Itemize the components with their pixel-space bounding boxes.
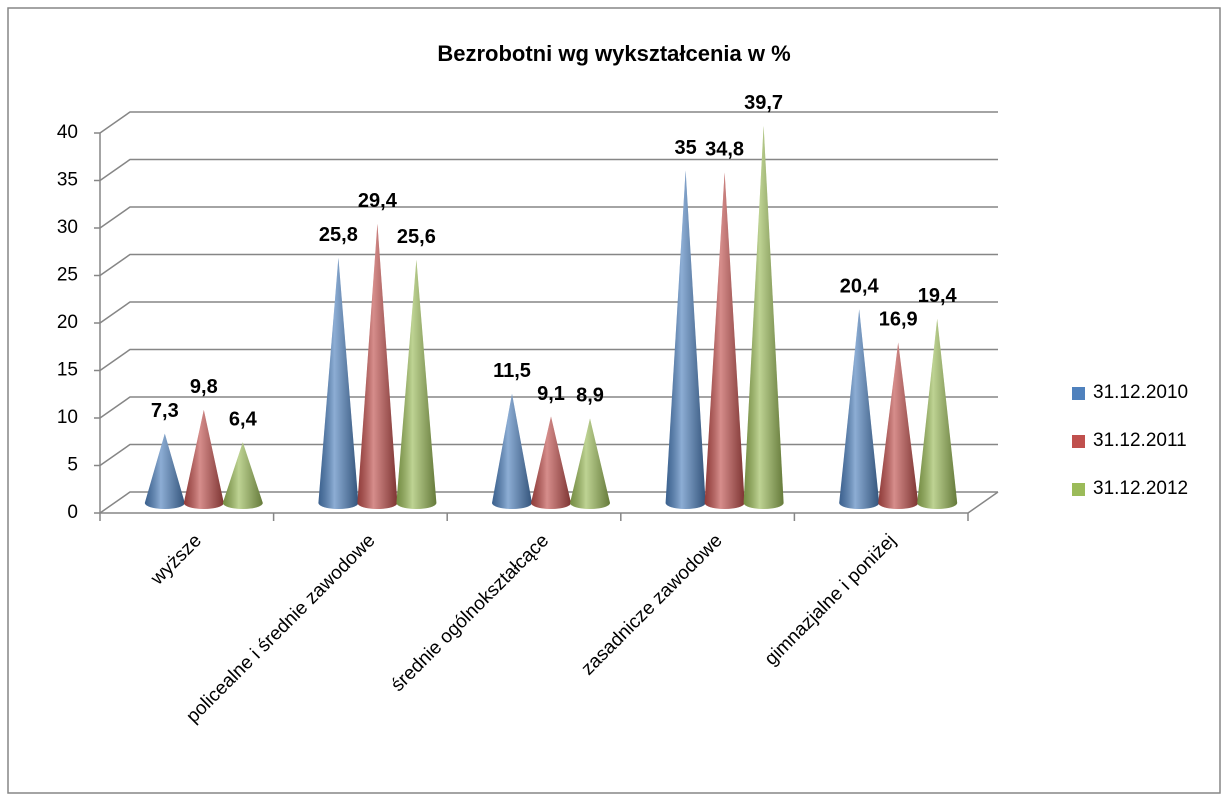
- data-label: 25,6: [397, 226, 436, 248]
- legend-swatch: [1072, 483, 1085, 496]
- legend-label: 31.12.2010: [1093, 382, 1188, 403]
- y-tick-label: 25: [57, 265, 78, 286]
- cone-shade: [665, 170, 706, 509]
- grid-line: [99, 253, 998, 277]
- data-label: 9,1: [537, 383, 565, 405]
- cone-shade: [144, 433, 185, 509]
- legend-label: 31.12.2011: [1093, 430, 1187, 451]
- y-tick-label: 15: [57, 360, 78, 381]
- y-tick-label: 10: [57, 407, 78, 428]
- data-label: 8,9: [576, 385, 604, 407]
- cone-shade: [878, 342, 919, 509]
- y-tick-label: 0: [67, 502, 78, 523]
- cone-shade: [222, 442, 263, 509]
- legend-swatch: [1072, 387, 1085, 400]
- cone-shade: [704, 172, 745, 509]
- cone-shade: [743, 125, 784, 509]
- y-tick-label: 5: [67, 455, 78, 476]
- data-label: 9,8: [190, 376, 218, 398]
- data-label: 6,4: [229, 408, 258, 430]
- legend-swatch: [1072, 435, 1085, 448]
- y-tick-label: 20: [57, 312, 78, 333]
- grid-line: [99, 301, 998, 324]
- data-label: 19,4: [918, 285, 958, 307]
- cone-shade: [839, 309, 880, 509]
- cone-shade: [570, 418, 610, 509]
- data-label: 34,8: [705, 139, 744, 161]
- cone-shade: [318, 257, 359, 509]
- data-label: 7,3: [151, 400, 179, 422]
- legend-label: 31.12.2012: [1093, 478, 1188, 499]
- cone-shade: [917, 318, 958, 509]
- y-tick-label: 35: [57, 170, 78, 191]
- data-label: 11,5: [493, 360, 531, 382]
- chart-border: [7, 7, 1221, 794]
- cone-shade: [531, 416, 571, 509]
- cone-shade: [492, 393, 532, 509]
- grid-line: [99, 111, 998, 134]
- cone-shade: [357, 223, 398, 509]
- data-label: 25,8: [319, 224, 358, 246]
- grid-line: [99, 206, 998, 229]
- data-label: 20,4: [840, 275, 880, 297]
- grid-line: [99, 348, 998, 372]
- data-label: 39,7: [744, 92, 783, 114]
- grid-line: [99, 158, 998, 182]
- y-tick-label: 40: [57, 122, 78, 143]
- data-label: 16,9: [879, 309, 918, 331]
- data-label: 35: [674, 137, 696, 159]
- cone-shade: [396, 259, 437, 509]
- grid-line: [99, 396, 998, 419]
- cone-shade: [183, 409, 224, 509]
- data-label: 29,4: [358, 190, 398, 212]
- chart-title: Bezrobotni wg wykształcenia w %: [437, 41, 790, 66]
- y-tick-label: 30: [57, 217, 78, 238]
